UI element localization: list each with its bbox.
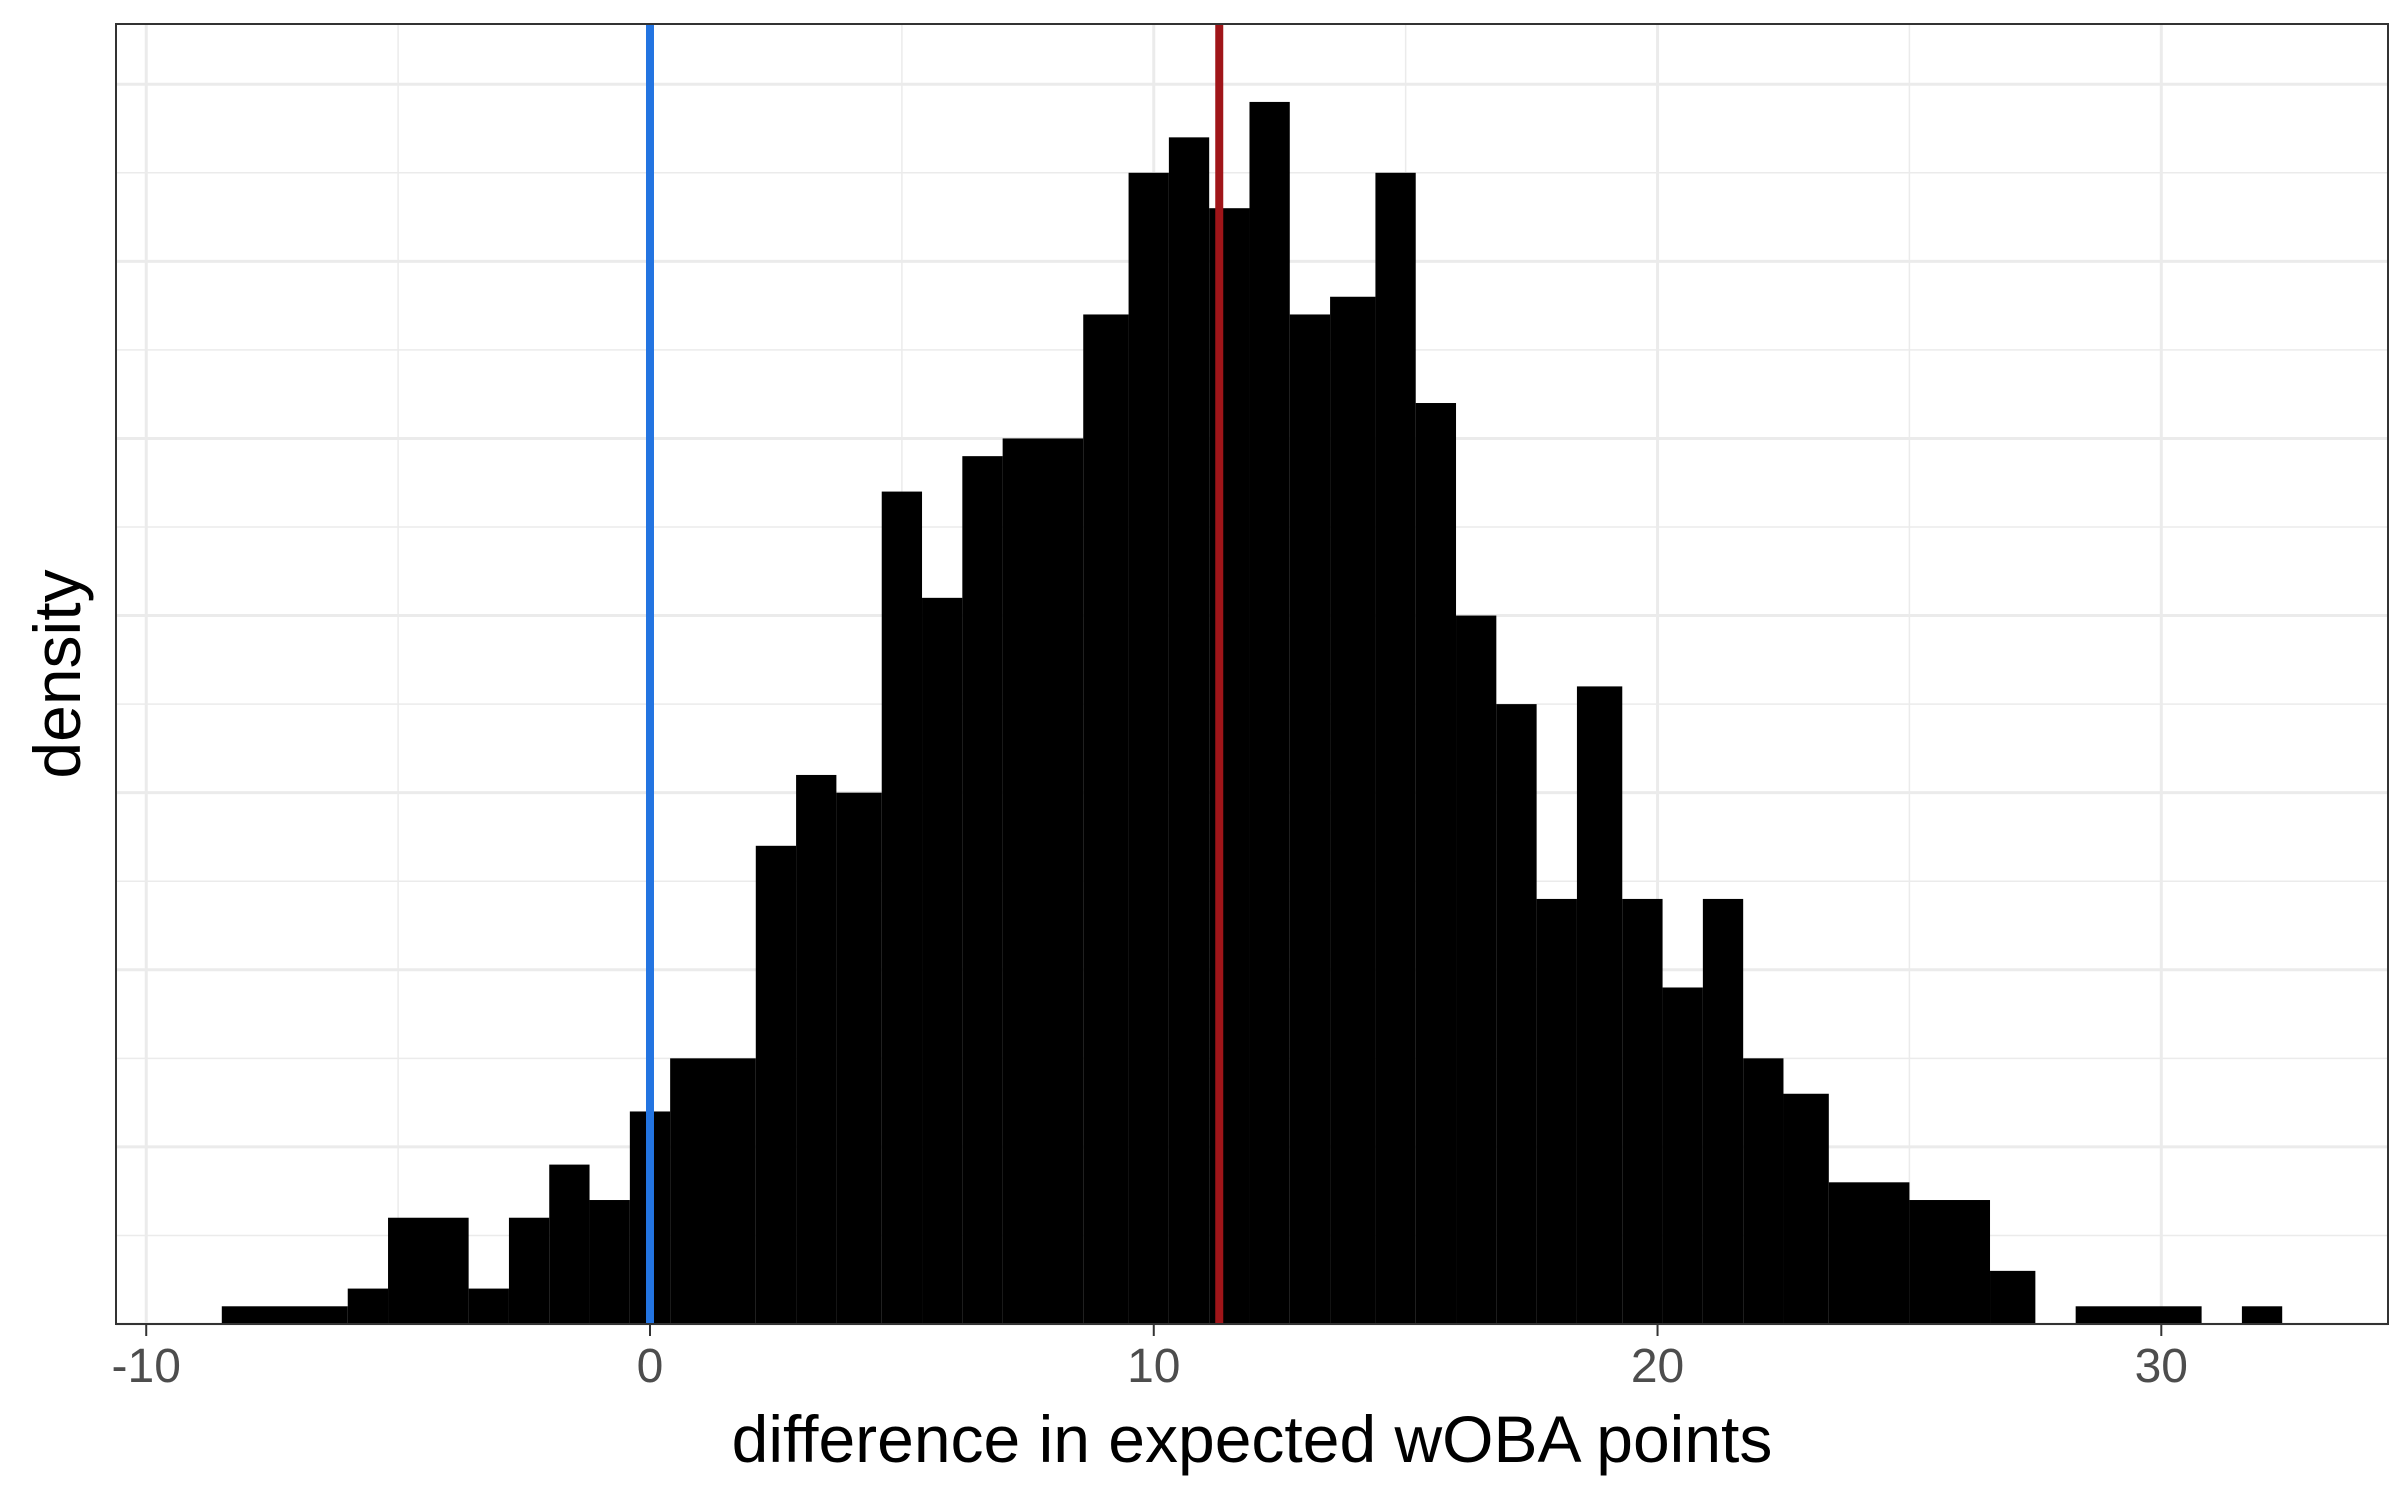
histogram-bar <box>1536 898 1577 1324</box>
x-tick-label: 0 <box>637 1340 664 1393</box>
y-axis-title: density <box>20 569 94 778</box>
histogram-bar <box>1168 137 1210 1324</box>
histogram-bar <box>1662 987 1703 1324</box>
histogram-bar <box>1128 172 1169 1325</box>
histogram-bar <box>1783 1093 1829 1324</box>
histogram-bar <box>836 792 882 1324</box>
histogram-bar <box>755 845 797 1324</box>
x-tick-label: 20 <box>1631 1340 1684 1393</box>
histogram-bar <box>2241 1306 2283 1324</box>
histogram-bar <box>508 1217 550 1324</box>
histogram-bar <box>549 1164 590 1324</box>
panel-border <box>115 23 2389 1325</box>
histogram-bar <box>1456 615 1497 1324</box>
x-axis-ticks: -10 0 10 20 30 <box>112 1324 2188 1393</box>
histogram-bar <box>589 1200 630 1324</box>
histogram-bar <box>1415 403 1457 1325</box>
histogram-bar <box>1249 101 1290 1324</box>
histogram-bar <box>1576 686 1623 1324</box>
histogram-bar <box>1909 1200 1991 1324</box>
histogram-bar <box>1375 172 1416 1325</box>
histogram-bar <box>922 597 963 1324</box>
histogram-bar <box>1828 1182 1910 1324</box>
histogram-bar <box>1083 314 1129 1324</box>
histogram-bar <box>1702 898 1744 1324</box>
histogram-bar <box>468 1288 509 1324</box>
histogram-bar <box>962 456 1003 1324</box>
histogram-bar <box>1622 898 1663 1324</box>
x-tick-label: 10 <box>1127 1340 1180 1393</box>
histogram-bar <box>1002 438 1084 1324</box>
reference-lines <box>645 24 1224 1324</box>
x-tick-label: 30 <box>2135 1340 2188 1393</box>
histogram-bar <box>221 1306 348 1324</box>
histogram-bar <box>796 774 837 1324</box>
histogram-bar <box>388 1217 469 1324</box>
histogram-bar <box>1743 1058 1784 1324</box>
histogram-bar <box>1496 704 1537 1324</box>
histogram-bar <box>1289 314 1331 1324</box>
histogram-bar <box>1990 1270 2036 1324</box>
histogram-bar <box>347 1288 389 1324</box>
histogram-bar <box>2075 1306 2202 1324</box>
histogram-bar <box>881 491 923 1324</box>
histogram-bars <box>221 101 2283 1325</box>
x-tick-label: -10 <box>112 1340 181 1393</box>
histogram-bar <box>1209 208 1250 1325</box>
histogram-bar <box>670 1058 756 1324</box>
histogram-bar <box>1330 296 1376 1324</box>
x-axis-title: difference in expected wOBA points <box>732 1402 1773 1476</box>
